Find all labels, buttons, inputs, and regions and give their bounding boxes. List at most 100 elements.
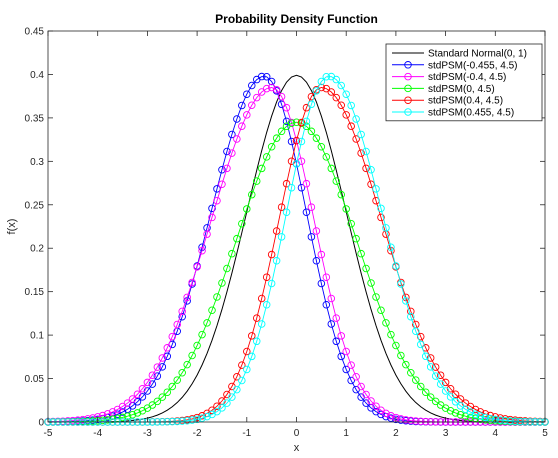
data-point xyxy=(372,185,380,193)
data-point xyxy=(188,351,196,360)
data-point xyxy=(198,412,206,420)
data-point xyxy=(257,88,266,96)
data-point xyxy=(292,118,301,126)
data-point xyxy=(412,376,420,384)
data-point xyxy=(262,84,271,93)
data-point xyxy=(302,208,311,216)
data-point xyxy=(476,412,485,420)
data-point xyxy=(118,402,127,411)
data-point xyxy=(248,81,256,90)
data-point xyxy=(421,352,430,361)
data-point xyxy=(402,360,410,369)
legend-item-5: stdPSM(0.455, 4.5) xyxy=(392,108,514,119)
data-point xyxy=(228,393,236,401)
x-tick-label: 0 xyxy=(294,428,300,439)
data-point xyxy=(128,395,137,403)
data-point xyxy=(272,227,281,235)
data-point xyxy=(456,402,465,410)
data-point xyxy=(342,205,350,213)
data-point xyxy=(347,376,355,385)
data-point xyxy=(203,319,211,327)
data-point xyxy=(272,257,281,265)
data-point xyxy=(451,398,460,406)
data-point xyxy=(307,233,316,241)
data-point xyxy=(282,103,291,112)
data-point xyxy=(138,385,147,393)
data-point xyxy=(382,319,390,327)
data-point xyxy=(322,84,331,93)
data-point xyxy=(243,90,251,98)
data-point xyxy=(327,164,336,173)
data-point xyxy=(412,327,420,335)
data-point xyxy=(248,352,256,361)
data-point xyxy=(337,81,345,90)
data-point xyxy=(277,203,286,211)
data-point xyxy=(267,77,276,86)
legend-item-2: stdPSM(-0.4, 4.5) xyxy=(392,72,506,83)
data-point xyxy=(262,273,271,281)
legend-item-4: stdPSM(0.4, 4.5) xyxy=(392,96,503,107)
data-point xyxy=(491,415,500,424)
data-point xyxy=(352,135,360,143)
data-point xyxy=(213,196,221,205)
data-point xyxy=(367,279,375,287)
x-axis-label: x xyxy=(294,442,300,454)
data-point xyxy=(407,312,415,321)
data-point xyxy=(287,137,296,146)
data-point xyxy=(213,293,221,301)
data-point xyxy=(233,115,241,123)
legend-box xyxy=(385,43,543,122)
data-point xyxy=(133,390,142,399)
data-point xyxy=(317,143,326,151)
data-point xyxy=(317,77,326,86)
data-point xyxy=(168,382,176,391)
legend-item-3: stdPSM(0, 4.5) xyxy=(392,84,495,95)
data-point xyxy=(347,219,355,228)
data-point xyxy=(377,410,385,419)
data-point xyxy=(168,332,176,341)
data-point xyxy=(362,399,370,407)
data-point xyxy=(322,273,331,281)
data-point xyxy=(193,341,201,350)
data-point xyxy=(342,90,350,98)
data-point xyxy=(357,149,365,157)
data-point xyxy=(392,262,400,270)
data-point xyxy=(347,122,355,130)
data-point xyxy=(272,86,281,94)
data-point xyxy=(397,280,405,288)
data-point xyxy=(402,297,410,305)
data-point xyxy=(262,153,271,161)
data-point xyxy=(317,250,326,259)
data-point xyxy=(307,203,316,211)
data-point xyxy=(123,399,132,407)
data-point xyxy=(357,249,365,258)
data-point xyxy=(387,414,395,422)
data-point xyxy=(103,410,112,418)
data-point xyxy=(407,369,415,377)
data-point xyxy=(213,407,221,416)
data-point xyxy=(198,414,206,422)
data-point xyxy=(163,352,172,361)
data-point xyxy=(153,397,162,406)
data-point xyxy=(352,372,360,381)
data-point xyxy=(466,408,475,416)
data-point xyxy=(377,306,385,315)
data-point xyxy=(203,412,211,421)
y-tick-label: 0.35 xyxy=(25,113,45,124)
data-point xyxy=(436,371,445,379)
data-point xyxy=(158,393,167,401)
data-point xyxy=(133,409,142,417)
data-point xyxy=(342,365,350,374)
data-point xyxy=(501,416,509,425)
legend-marker xyxy=(404,84,412,93)
data-point xyxy=(357,130,365,139)
y-tick-label: 0.45 xyxy=(25,27,45,38)
data-point xyxy=(421,417,430,426)
data-point xyxy=(223,399,231,407)
y-tick-label: 0.15 xyxy=(25,287,45,298)
y-tick-label: 0.2 xyxy=(30,244,44,255)
data-point xyxy=(402,416,410,424)
data-point xyxy=(471,410,480,419)
data-point xyxy=(153,363,162,371)
data-point xyxy=(287,119,296,128)
